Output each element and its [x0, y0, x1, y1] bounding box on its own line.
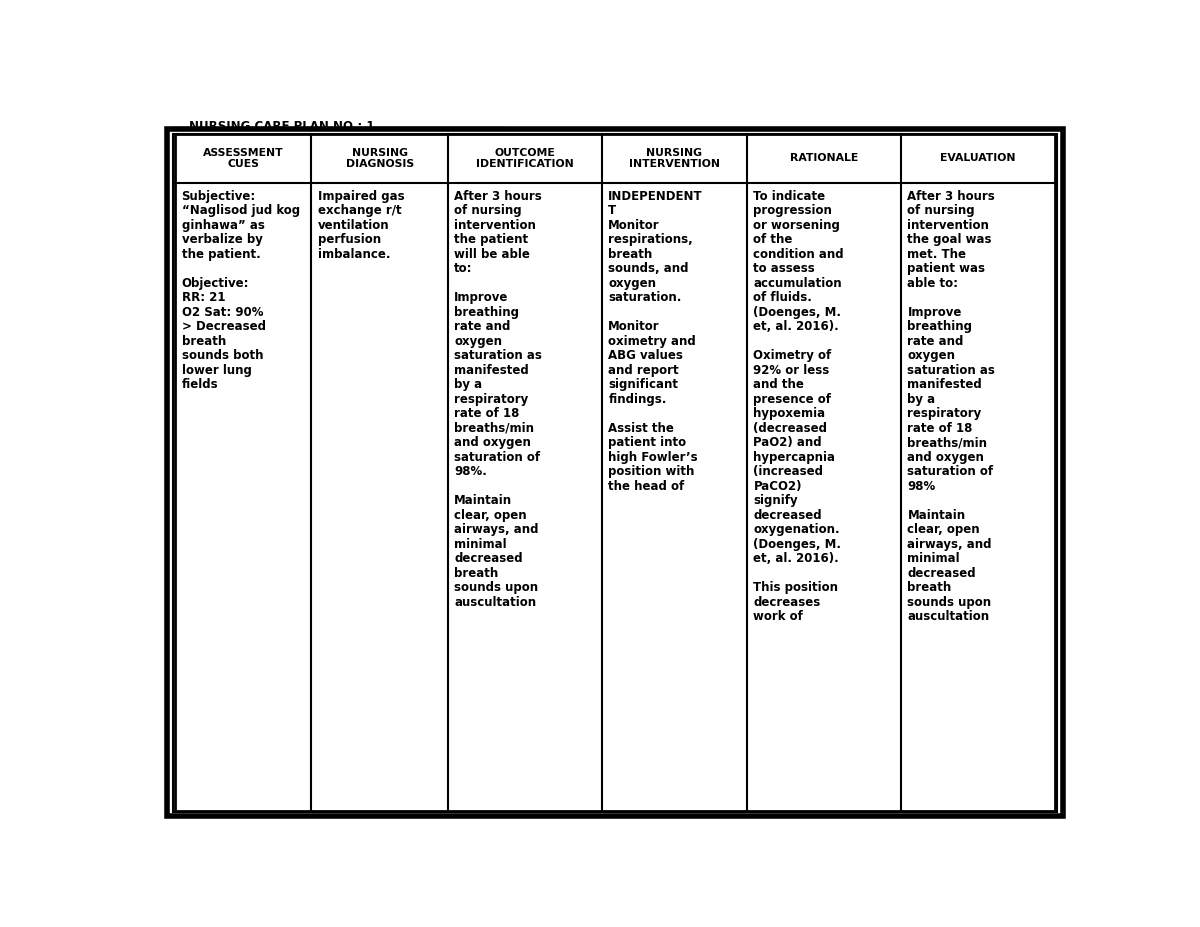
- Text: To indicate
progression
or worsening
of the
condition and
to assess
accumulation: To indicate progression or worsening of …: [754, 190, 844, 623]
- Text: NURSING
DIAGNOSIS: NURSING DIAGNOSIS: [346, 147, 414, 169]
- Text: NURSING CARE PLAN NO.: 1: NURSING CARE PLAN NO.: 1: [190, 121, 374, 133]
- Text: INDEPENDENT
T
Monitor
respirations,
breath
sounds, and
oxygen
saturation.

Monit: INDEPENDENT T Monitor respirations, brea…: [608, 190, 703, 493]
- Text: ASSESSMENT
CUES: ASSESSMENT CUES: [203, 147, 283, 169]
- Text: Subjective:
“Naglisod jud kog
ginhawa” as
verbalize by
the patient.

Objective:
: Subjective: “Naglisod jud kog ginhawa” a…: [181, 190, 300, 391]
- Text: Impaired gas
exchange r/t
ventilation
perfusion
imbalance.: Impaired gas exchange r/t ventilation pe…: [318, 190, 404, 260]
- Text: EVALUATION: EVALUATION: [940, 153, 1015, 163]
- Text: After 3 hours
of nursing
intervention
the patient
will be able
to:

Improve
brea: After 3 hours of nursing intervention th…: [455, 190, 542, 609]
- Text: NURSING
INTERVENTION: NURSING INTERVENTION: [629, 147, 720, 169]
- Text: RATIONALE: RATIONALE: [790, 153, 858, 163]
- Text: After 3 hours
of nursing
intervention
the goal was
met. The
patient was
able to:: After 3 hours of nursing intervention th…: [907, 190, 995, 623]
- Text: OUTCOME
IDENTIFICATION: OUTCOME IDENTIFICATION: [476, 147, 574, 169]
